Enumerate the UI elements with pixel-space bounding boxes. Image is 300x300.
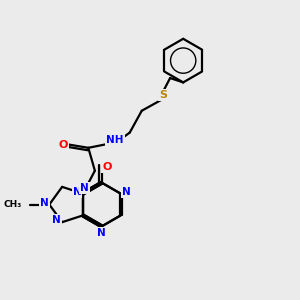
- Text: NH: NH: [106, 136, 124, 146]
- Text: N: N: [52, 215, 61, 225]
- Text: N: N: [80, 183, 89, 193]
- Text: S: S: [159, 90, 167, 100]
- Text: N: N: [122, 187, 131, 196]
- Text: N: N: [40, 197, 49, 208]
- Text: N: N: [98, 228, 106, 238]
- Text: N: N: [73, 187, 81, 196]
- Text: O: O: [58, 140, 68, 149]
- Text: O: O: [102, 162, 111, 172]
- Text: CH₃: CH₃: [4, 200, 22, 209]
